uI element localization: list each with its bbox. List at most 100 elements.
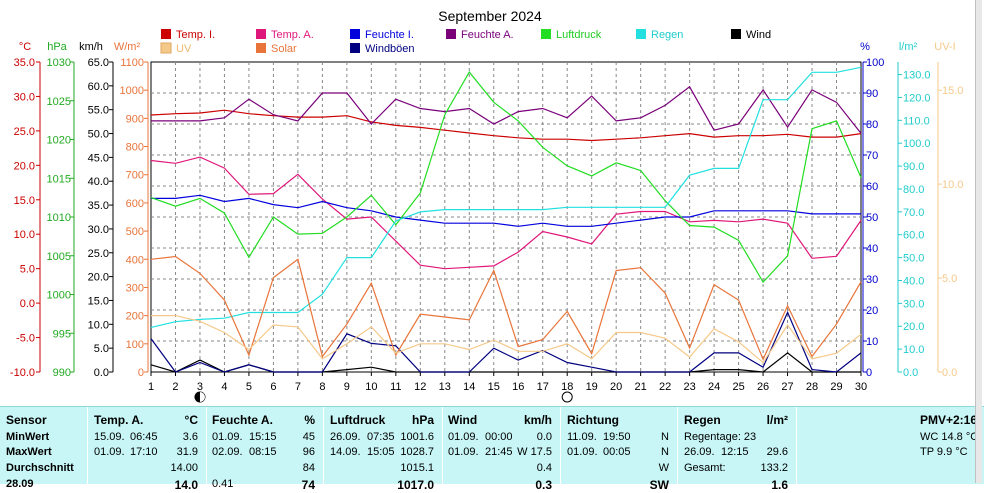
x-tick-label: 4 [221, 381, 227, 393]
tick-label-temp: -5.0 [16, 333, 35, 345]
tick-label-solar: 900 [126, 113, 144, 125]
stats-temp-a-min-value: 3.6 [182, 431, 198, 443]
stats-temp-a-max-value: 31.9 [176, 446, 198, 458]
x-axis-labels: 1 2 3 4 5 6 7 8 9 10 11 12 13 14 15 16 17 18 19 20 21 22 23 24 2… [148, 372, 867, 393]
tick-label-solar: 0 [138, 367, 144, 379]
stats-header-pmv: PMV+2:16 [920, 413, 978, 427]
stats-wind-max-value: W 17.5 [517, 446, 552, 458]
tick-label-wind: 50.0 [88, 129, 109, 141]
legend-label-temp_a: Temp. A. [271, 29, 314, 41]
x-tick-label: 14 [463, 381, 475, 393]
stats-richtung-min-date: 11.09. [567, 431, 597, 443]
x-tick-label: 17 [537, 381, 549, 393]
stats-feuchte-a-min-time: 15:15 [249, 431, 277, 443]
tick-label-humidity: 10 [866, 336, 878, 348]
stats-wind-max-time: 21:45 [485, 446, 513, 458]
legend-swatch-solar [256, 43, 266, 53]
x-tick-label: 12 [414, 381, 426, 393]
stats-wind-last: 0.3 [535, 478, 552, 492]
tick-label-solar: 800 [126, 142, 144, 154]
stats-wind-min-value: 0.0 [536, 431, 552, 443]
tick-label-humidity: 30 [866, 274, 878, 286]
legend-label-windboeen: Windböen [365, 43, 415, 55]
x-tick-label: 11 [390, 381, 401, 393]
x-tick-label: 30 [855, 381, 867, 393]
stats-luftdruck-avg: 1015.1 [400, 462, 434, 474]
legend-swatch-temp_a [256, 29, 266, 39]
chart-series [150, 66, 862, 373]
legend-swatch-feuchte_i [350, 29, 360, 39]
stats-richtung-max-time: 00:05 [603, 446, 631, 458]
tick-label-solar: 300 [126, 282, 144, 294]
stats-luftdruck-min-value: 1001.6 [400, 431, 434, 443]
x-tick-label: 27 [781, 381, 793, 393]
tick-label-rain: 70.0 [903, 207, 924, 219]
vertical-scrollbar[interactable] [975, 0, 982, 483]
x-tick-label: 1 [148, 381, 154, 393]
stats-wind-avg: 0.4 [536, 462, 552, 474]
legend-swatch-uv [160, 42, 172, 54]
axis-unit-pressure: hPa [47, 41, 67, 53]
stats-pmv-wc: WC 14.8 °C [920, 431, 979, 443]
stats-col-pmv: PMV+2:16 WC 14.8 °C TP 9.9 °C [797, 407, 979, 484]
stats-col-temp-a: Temp. A. °C 15.09. 06:45 3.6 01.09. 17:10 31.… [88, 407, 207, 492]
tick-label-uv: 15.0 [942, 85, 963, 97]
stats-temp-a-max-time: 17:10 [130, 446, 158, 458]
stats-wind-min-date: 01.09. [448, 431, 479, 443]
tick-label-wind: 20.0 [88, 272, 109, 284]
stats-regen-regentage: Regentage: 23 [684, 431, 757, 443]
chart-legend: Temp. I. Temp. A. Feuchte I. Feuchte A. Luft… [160, 29, 771, 55]
stats-header-wind: Wind [448, 413, 478, 427]
tick-label-rain: 10.0 [903, 344, 924, 356]
stats-header-sensor: Sensor [6, 413, 47, 427]
tick-label-humidity: 90 [866, 88, 878, 100]
tick-label-rain: 60.0 [903, 230, 924, 242]
tick-label-pressure: 1030 [47, 57, 71, 69]
legend-label-luftdruck: Luftdruck [556, 29, 602, 41]
stats-richtung-max-value: N [661, 446, 669, 458]
series-line-feuchte-i- [151, 194, 861, 227]
x-tick-label: 21 [635, 381, 647, 393]
tick-label-temp: 10.0 [14, 229, 35, 241]
legend-swatch-regen [636, 29, 646, 39]
x-tick-label: 2 [172, 381, 178, 393]
legend-label-feuchte_i: Feuchte I. [365, 29, 414, 41]
x-tick-label: 8 [319, 381, 325, 393]
legend-label-uv: UV [176, 43, 192, 55]
tick-label-pressure: 1020 [47, 135, 71, 147]
x-tick-label: 16 [512, 381, 524, 393]
stats-feuchte-a-last-label: 0.41 [212, 478, 234, 490]
x-tick-label: 7 [295, 381, 301, 393]
stats-temp-a-min-time: 06:45 [130, 431, 158, 443]
tick-label-wind: 0.0 [94, 367, 109, 379]
stats-header-feuchte-a: Feuchte A. [212, 413, 273, 427]
tick-label-temp: 15.0 [14, 195, 35, 207]
stats-unit-regen: l/m² [766, 413, 788, 427]
tick-label-humidity: 20 [866, 305, 878, 317]
chart-axes: °C 35.0 30.0 25.0 20.0 15.0 10.0 5.0 0.0 -5.0 -10.… [10, 41, 964, 379]
axis-unit-rain: l/m² [899, 41, 918, 53]
legend-label-solar: Solar [271, 43, 297, 55]
stats-feuchte-a-max-time: 08:15 [249, 446, 277, 458]
legend-swatch-luftdruck [541, 29, 551, 39]
stats-feuchte-a-min-date: 01.09. [212, 431, 243, 443]
tick-label-rain: 130.0 [903, 70, 931, 82]
stats-label-avg: Durchschnitt [6, 462, 74, 474]
tick-label-wind: 45.0 [88, 152, 109, 164]
tick-label-solar: 100 [126, 339, 144, 351]
tick-label-temp: 5.0 [20, 264, 35, 276]
legend-swatch-windboeen [350, 43, 360, 53]
stats-label-min: MinWert [6, 431, 50, 443]
legend-label-regen: Regen [651, 29, 683, 41]
tick-label-rain: 40.0 [903, 275, 924, 287]
axis-unit-solar: W/m² [114, 41, 141, 53]
stats-regen-max-date: 26.09. [684, 446, 715, 458]
x-tick-label: 9 [344, 381, 350, 393]
tick-label-pressure: 1010 [47, 212, 71, 224]
tick-label-pressure: 1025 [47, 96, 71, 108]
tick-label-pressure: 1000 [47, 290, 71, 302]
x-tick-label: 28 [806, 381, 818, 393]
tick-label-humidity: 0 [866, 367, 872, 379]
tick-label-solar: 600 [126, 198, 144, 210]
